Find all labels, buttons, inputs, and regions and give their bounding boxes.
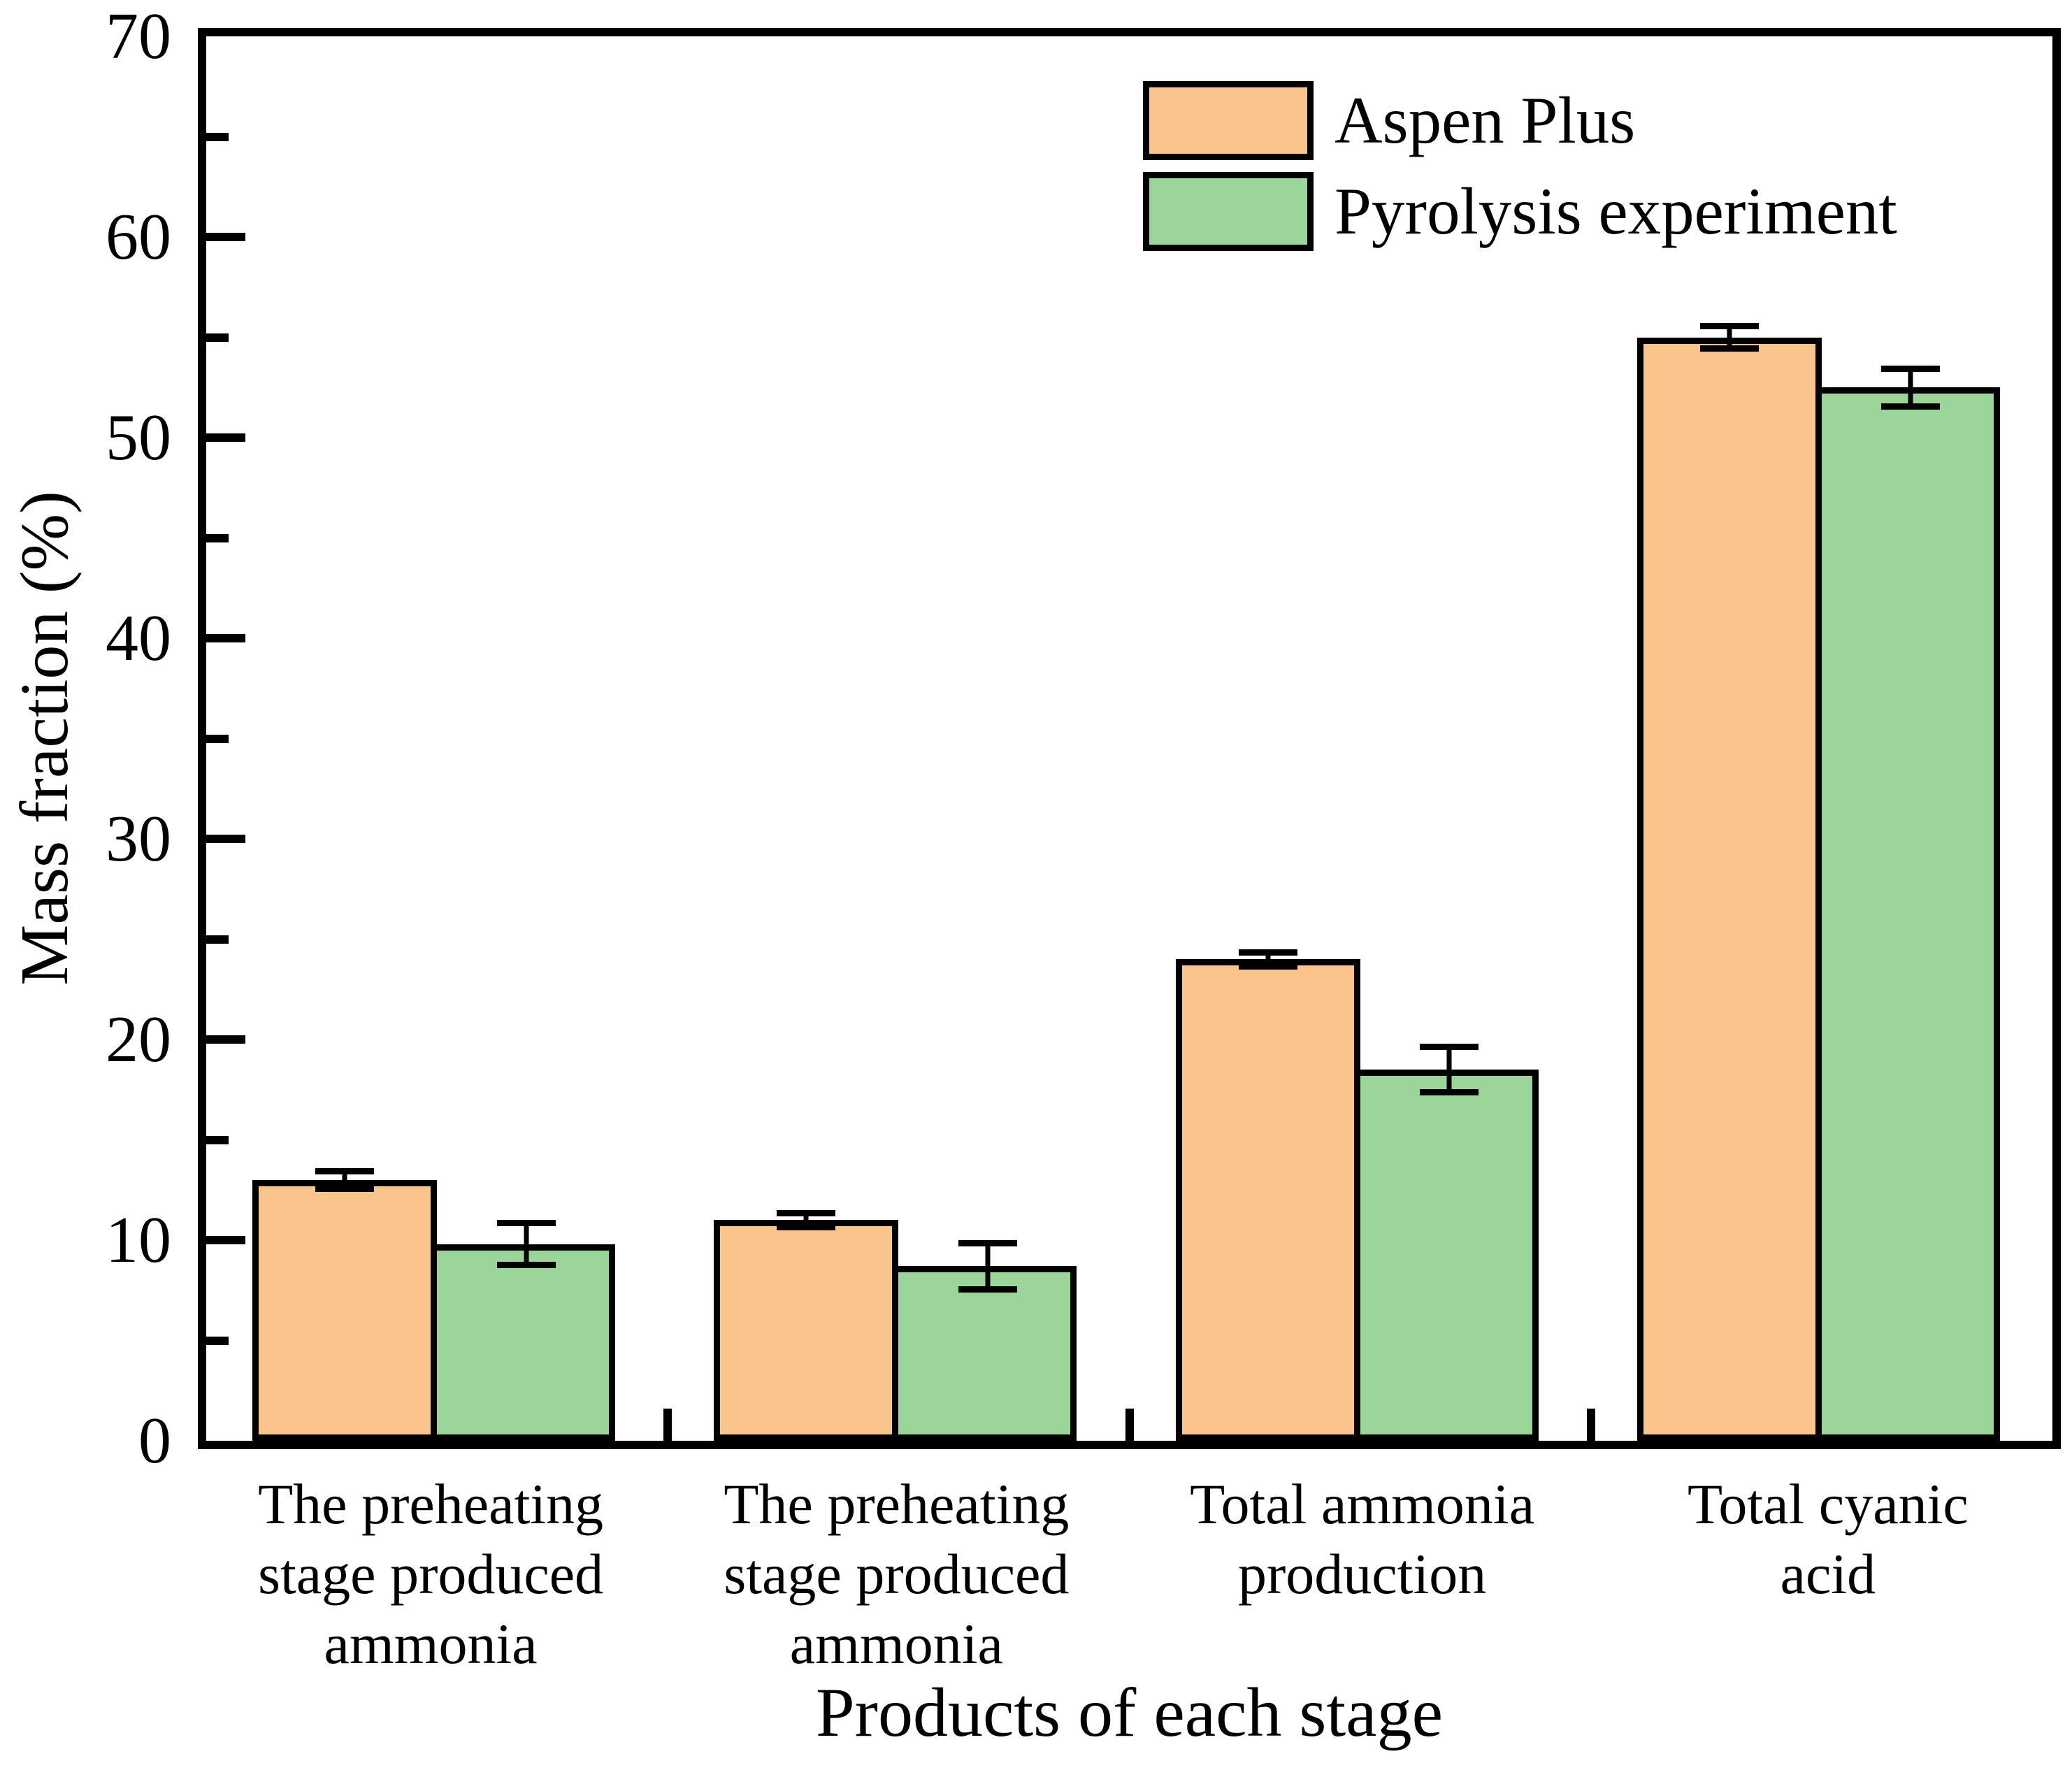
error-cap-bottom xyxy=(777,1223,836,1230)
error-cap-bottom xyxy=(1881,403,1941,410)
error-whisker xyxy=(1727,323,1732,352)
x-boundary-tick-3 xyxy=(1586,1409,1595,1441)
error-cap-bottom xyxy=(1238,963,1297,970)
bar-aspen-plus-g1 xyxy=(252,1179,438,1441)
error-cap-top xyxy=(1420,1043,1479,1050)
error-whisker xyxy=(985,1240,991,1293)
error-cap-bottom xyxy=(1420,1089,1479,1096)
error-bar-pyrolysis-experiment-g4 xyxy=(1881,365,1941,410)
category-label-3: Total ammonia production xyxy=(1190,1472,1535,1606)
y-minor-tick-45 xyxy=(206,533,229,542)
error-whisker xyxy=(1265,949,1271,970)
error-bar-pyrolysis-experiment-g2 xyxy=(958,1240,1017,1293)
error-bar-pyrolysis-experiment-g3 xyxy=(1420,1043,1479,1096)
error-cap-top xyxy=(1881,365,1941,372)
y-major-tick-40 xyxy=(206,634,245,642)
y-minor-tick-65 xyxy=(206,132,229,141)
legend-label: Pyrolysis experiment xyxy=(1334,174,1897,248)
y-tick-label-70: 70 xyxy=(106,0,171,73)
error-cap-bottom xyxy=(958,1286,1017,1293)
error-cap-top xyxy=(777,1209,836,1216)
y-minor-tick-35 xyxy=(206,734,229,743)
bar-group-1 xyxy=(206,36,668,1441)
bar-pyrolysis-experiment-g4 xyxy=(1815,387,2000,1441)
legend-swatch xyxy=(1143,172,1314,251)
y-tick-label-30: 30 xyxy=(106,803,171,875)
category-label-1: The preheating stage produced ammonia xyxy=(258,1472,604,1676)
y-major-tick-30 xyxy=(206,835,245,843)
error-whisker xyxy=(1908,365,1913,410)
y-major-tick-60 xyxy=(206,233,245,241)
bar-group-4 xyxy=(1591,36,2052,1441)
y-axis-title: Mass fraction (%) xyxy=(7,491,82,986)
error-cap-top xyxy=(958,1240,1017,1247)
y-tick-label-50: 50 xyxy=(106,401,171,474)
error-cap-bottom xyxy=(1699,345,1759,352)
category-label-4: Total cyanic acid xyxy=(1687,1472,1969,1606)
legend-swatch xyxy=(1143,81,1314,160)
y-tick-label-10: 10 xyxy=(106,1204,171,1276)
error-bar-aspen-plus-g4 xyxy=(1699,323,1759,352)
y-major-tick-10 xyxy=(206,1236,245,1244)
y-minor-tick-55 xyxy=(206,333,229,342)
bar-group-2 xyxy=(668,36,1129,1441)
y-major-tick-50 xyxy=(206,433,245,442)
error-cap-bottom xyxy=(496,1262,556,1269)
error-cap-top xyxy=(496,1220,556,1227)
x-boundary-tick-1 xyxy=(663,1409,672,1441)
y-tick-label-60: 60 xyxy=(106,201,171,273)
x-boundary-tick-2 xyxy=(1125,1409,1134,1441)
y-tick-label-0: 0 xyxy=(138,1404,171,1477)
bar-aspen-plus-g2 xyxy=(714,1220,899,1441)
bar-groups xyxy=(206,36,2052,1441)
legend-label: Aspen Plus xyxy=(1334,83,1636,157)
x-axis-title: Products of each stage xyxy=(816,1674,1443,1751)
plot-area: Aspen Plus Pyrolysis experiment xyxy=(198,28,2061,1449)
legend-entry-aspen-plus: Aspen Plus xyxy=(1143,81,1897,160)
error-cap-bottom xyxy=(315,1186,375,1193)
y-tick-label-40: 40 xyxy=(106,602,171,675)
error-whisker xyxy=(1446,1043,1452,1096)
y-minor-tick-25 xyxy=(206,935,229,944)
bar-aspen-plus-g4 xyxy=(1636,337,1822,1441)
y-tick-label-20: 20 xyxy=(106,1003,171,1076)
error-whisker xyxy=(342,1167,347,1193)
error-bar-aspen-plus-g3 xyxy=(1238,949,1297,970)
error-whisker xyxy=(524,1220,529,1269)
y-major-tick-20 xyxy=(206,1035,245,1044)
error-cap-top xyxy=(315,1167,375,1174)
error-bar-pyrolysis-experiment-g1 xyxy=(496,1220,556,1269)
legend-entry-pyrolysis-experiment: Pyrolysis experiment xyxy=(1143,172,1897,251)
error-bar-aspen-plus-g2 xyxy=(777,1209,836,1230)
legend: Aspen Plus Pyrolysis experiment xyxy=(1143,81,1897,251)
y-minor-tick-5 xyxy=(206,1336,229,1345)
error-bar-aspen-plus-g1 xyxy=(315,1167,375,1193)
error-cap-top xyxy=(1699,323,1759,330)
bar-group-3 xyxy=(1130,36,1591,1441)
error-whisker xyxy=(803,1209,809,1230)
bar-pyrolysis-experiment-g2 xyxy=(892,1266,1077,1441)
y-minor-tick-15 xyxy=(206,1135,229,1144)
bar-aspen-plus-g3 xyxy=(1175,959,1360,1441)
bar-pyrolysis-experiment-g3 xyxy=(1353,1070,1539,1441)
error-cap-top xyxy=(1238,949,1297,956)
bar-pyrolysis-experiment-g1 xyxy=(431,1244,616,1441)
category-label-2: The preheating stage produced ammonia xyxy=(724,1472,1070,1676)
x-axis-category-labels: The preheating stage produced ammonia The p… xyxy=(198,1469,2061,1679)
